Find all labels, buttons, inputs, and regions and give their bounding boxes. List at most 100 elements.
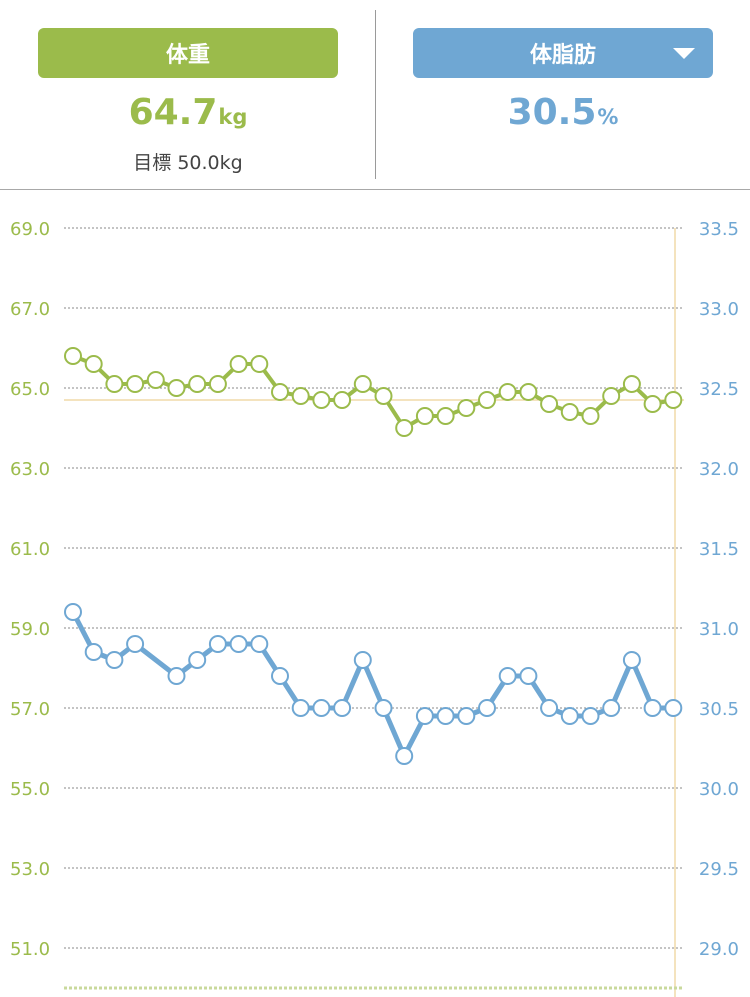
body-fat-point[interactable] [291, 699, 310, 717]
weight-point[interactable] [540, 395, 559, 413]
y-left-tick-label: 53.0 [10, 859, 50, 880]
y-axis-right: 33.5 33.0 32.5 32.0 31.5 31.0 30.5 30.0 29.5 29.0 [699, 219, 739, 960]
weight-point[interactable] [478, 391, 496, 409]
grid-lines [64, 227, 684, 949]
y-right-tick-label: 33.5 [699, 219, 739, 240]
weight-point[interactable] [664, 391, 683, 409]
body-fat-point[interactable] [519, 667, 538, 685]
weight-point[interactable] [188, 375, 207, 393]
y-axis-left: 69.0 67.0 65.0 63.0 61.0 59.0 57.0 55.0 53.0 51.0 [10, 219, 50, 960]
weight-point[interactable] [395, 419, 414, 437]
y-left-tick-label: 67.0 [10, 299, 50, 320]
body-fat-point[interactable] [64, 603, 82, 621]
weight-metric-label: 体重 [165, 43, 210, 68]
body-fat-point[interactable] [188, 651, 207, 669]
weight-goal-label: 目標 [133, 152, 172, 174]
body-fat-point[interactable] [333, 699, 352, 717]
weight-point[interactable] [126, 375, 145, 393]
body-fat-series-line [70, 610, 674, 759]
body-fat-point[interactable] [208, 635, 227, 653]
weight-point[interactable] [146, 371, 165, 389]
body-fat-point[interactable] [374, 699, 393, 717]
body-fat-point[interactable] [602, 699, 621, 717]
y-left-tick-label: 69.0 [10, 219, 50, 240]
y-left-tick-label: 61.0 [10, 539, 50, 560]
y-left-tick-label: 63.0 [10, 459, 50, 480]
y-right-tick-label: 32.5 [699, 379, 739, 400]
body-fat-point[interactable] [250, 635, 269, 653]
body-fat-point[interactable] [271, 667, 289, 685]
body-fat-point[interactable] [105, 651, 124, 669]
y-right-tick-label: 29.5 [699, 859, 739, 880]
weight-goal: 目標 50.0kg [38, 148, 338, 175]
reference-lines [64, 228, 684, 997]
weight-point[interactable] [208, 375, 227, 393]
weight-point[interactable] [560, 403, 579, 421]
weight-point[interactable] [457, 399, 476, 417]
y-left-tick-label: 59.0 [10, 619, 50, 640]
body-fat-point[interactable] [353, 651, 372, 669]
y-right-tick-label: 29.0 [699, 939, 739, 960]
body-fat-metric-dropdown[interactable]: 体脂肪 [413, 28, 713, 78]
weight-point[interactable] [64, 347, 82, 365]
weight-point[interactable] [333, 391, 352, 409]
weight-point[interactable] [498, 383, 517, 401]
y-left-tick-label: 57.0 [10, 699, 50, 720]
body-fat-point[interactable] [478, 699, 496, 717]
weight-point[interactable] [105, 375, 124, 393]
y-right-tick-label: 33.0 [699, 299, 739, 320]
body-fat-point[interactable] [84, 643, 103, 661]
weight-point[interactable] [643, 395, 662, 413]
body-fat-point[interactable] [457, 707, 476, 725]
y-right-tick-label: 32.0 [699, 459, 739, 480]
body-fat-point[interactable] [395, 747, 414, 765]
weight-point[interactable] [167, 379, 186, 397]
body-fat-point[interactable] [436, 707, 455, 725]
current-body-fat-value: 30.5 [507, 92, 597, 133]
body-fat-point[interactable] [643, 699, 662, 717]
triangle-down-icon [673, 48, 695, 59]
body-fat-point[interactable] [581, 707, 600, 725]
y-left-tick-label: 55.0 [10, 779, 50, 800]
y-left-tick-label: 51.0 [10, 939, 50, 960]
body-fat-point[interactable] [560, 707, 579, 725]
header-divider [375, 10, 376, 179]
body-fat-point[interactable] [622, 651, 641, 669]
body-fat-point[interactable] [415, 707, 434, 725]
body-fat-point[interactable] [167, 667, 186, 685]
current-body-fat: 30.5% [413, 92, 713, 133]
body-fat-point[interactable] [498, 667, 517, 685]
y-right-tick-label: 30.0 [699, 779, 739, 800]
weight-point[interactable] [312, 391, 331, 409]
body-fat-point[interactable] [312, 699, 331, 717]
weight-point[interactable] [436, 407, 455, 425]
weight-point[interactable] [84, 355, 103, 373]
y-right-tick-label: 31.0 [699, 619, 739, 640]
weight-body-fat-chart: 69.0 67.0 65.0 63.0 61.0 59.0 57.0 55.0 53.0 51.0… [10, 219, 739, 997]
body-fat-point[interactable] [664, 699, 683, 717]
body-fat-point[interactable] [540, 699, 559, 717]
weight-point[interactable] [374, 387, 393, 405]
y-left-tick-label: 65.0 [10, 379, 50, 400]
weight-point[interactable] [581, 407, 600, 425]
weight-metric-button[interactable]: 体重 [38, 28, 338, 78]
weight-point[interactable] [622, 375, 641, 393]
body-fat-metric-label: 体脂肪 [529, 43, 596, 68]
weight-point[interactable] [229, 355, 248, 373]
series [64, 347, 683, 765]
weight-point[interactable] [353, 375, 372, 393]
current-weight-unit: kg [218, 105, 248, 129]
weight-point[interactable] [602, 387, 621, 405]
y-right-tick-label: 31.5 [699, 539, 739, 560]
weight-point[interactable] [250, 355, 269, 373]
header-bottom-border [0, 189, 750, 190]
body-fat-point[interactable] [229, 635, 248, 653]
weight-point[interactable] [291, 387, 310, 405]
weight-point[interactable] [415, 407, 434, 425]
body-fat-point[interactable] [126, 635, 145, 653]
weight-point[interactable] [271, 383, 289, 401]
current-weight: 64.7kg [38, 92, 338, 133]
current-weight-value: 64.7 [128, 92, 218, 133]
current-body-fat-unit: % [597, 105, 619, 129]
weight-point[interactable] [519, 383, 538, 401]
